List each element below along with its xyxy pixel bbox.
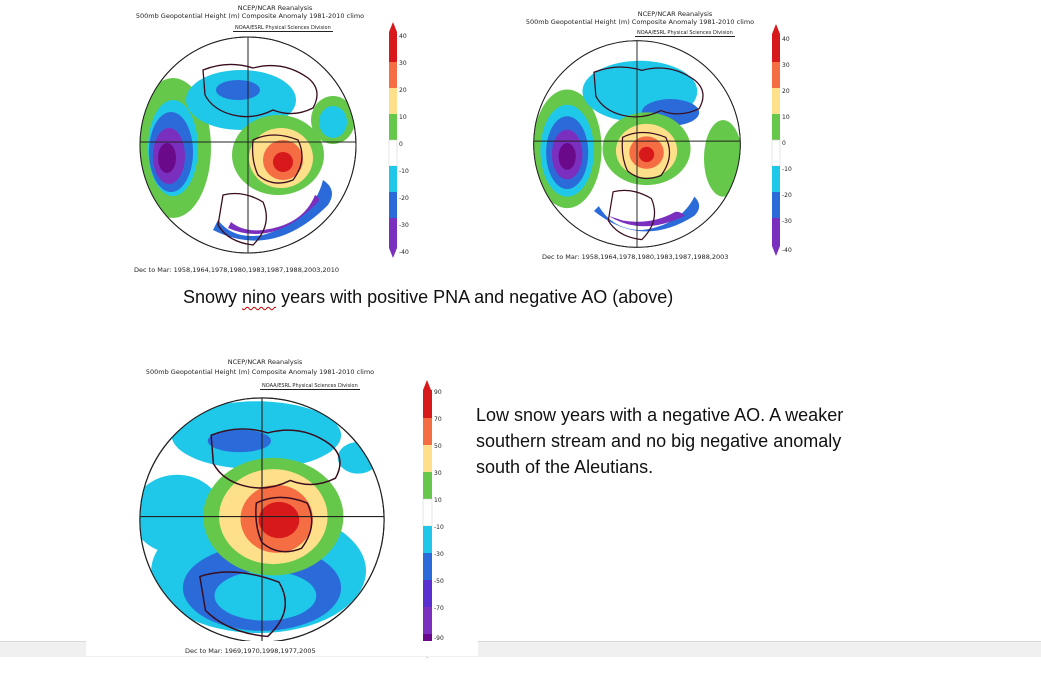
map-title-line1: NCEP/NCAR Reanalysis [227, 358, 303, 366]
map-credit: NOAA/ESRL Physical Sciences Division [635, 30, 735, 37]
map-panel-2: NCEP/NCAR Reanalysis 500mb Geopotential … [515, 8, 815, 273]
colorbar-1: 40 30 20 10 0 -10 -20 -30 -40 [388, 22, 409, 258]
colorbar-2: 40 30 20 10 0 -10 -20 -30 -40 [771, 24, 792, 256]
colorbar-1-label: 0 [399, 141, 403, 148]
colorbar-1-label: 10 [399, 114, 407, 121]
colorbar-1-label: 20 [399, 87, 407, 94]
colorbar-3-label: 50 [434, 443, 442, 450]
colorbar-2-label: 20 [782, 88, 790, 95]
colorbar-2-label: -10 [782, 166, 792, 173]
colorbar-3-label: 30 [434, 470, 442, 477]
colorbar-2-label: 30 [782, 62, 790, 69]
caption-above-text: Snowy [183, 287, 243, 307]
colorbar-3-label: 10 [434, 497, 442, 504]
colorbar-3: 90 70 50 30 10 -10 -30 -50 -70 -90 [422, 380, 444, 658]
map-panel-3: NCEP/NCAR Reanalysis 500mb Geopotential … [110, 355, 470, 658]
colorbar-3-label: 70 [434, 416, 442, 423]
colorbar-1-label: -40 [399, 249, 409, 256]
map-title-line1: NCEP/NCAR Reanalysis [637, 10, 713, 18]
colorbar-2-label: 10 [782, 114, 790, 121]
map-title-line2: 500mb Geopotential Height (m) Composite … [525, 18, 755, 26]
colorbar-2-label: 0 [782, 140, 786, 147]
map-title-line1: NCEP/NCAR Reanalysis [237, 4, 313, 12]
spellcheck-flagged-word: nino [242, 287, 277, 307]
colorbar-1-label: -10 [399, 168, 409, 175]
anomaly-map-2 [533, 40, 741, 248]
colorbar-3-label: 90 [434, 389, 442, 396]
colorbar-3-label: -70 [434, 605, 444, 612]
caption-low-snow: Low snow years with a negative AO. A wea… [476, 405, 844, 477]
colorbar-3-label: -30 [434, 551, 444, 558]
colorbar-1-label: -30 [399, 222, 409, 229]
image-bottom-edge [86, 641, 478, 656]
map-years: Dec to Mar: 1958,1964,1978,1980,1983,198… [134, 266, 340, 274]
map-panel-1: NCEP/NCAR Reanalysis 500mb Geopotential … [110, 0, 410, 285]
caption-above-text: years with positive PNA and negative AO … [276, 287, 674, 307]
colorbar-1-label: 40 [399, 33, 407, 40]
colorbar-3-label: -50 [434, 578, 444, 585]
colorbar-2-label: -40 [782, 247, 792, 254]
map-years: Dec to Mar: 1958,1964,1978,1980,1983,198… [542, 253, 729, 261]
map-title-line2: 500mb Geopotential Height (m) Composite … [145, 368, 375, 376]
colorbar-3-label: -90 [434, 635, 444, 642]
colorbar-3-label: -10 [434, 524, 444, 531]
caption-above: Snowy nino years with positive PNA and n… [183, 287, 673, 308]
map-title-line2: 500mb Geopotential Height (m) Composite … [135, 12, 365, 20]
colorbar-2-label: -20 [782, 192, 792, 199]
map-credit: NOAA/ESRL Physical Sciences Division [233, 25, 333, 32]
colorbar-2-label: -30 [782, 218, 792, 225]
colorbar-2-label: 40 [782, 36, 790, 43]
anomaly-map-3 [139, 397, 385, 643]
colorbar-1-label: 30 [399, 60, 407, 67]
map-credit: NOAA/ESRL Physical Sciences Division [260, 383, 360, 390]
colorbar-1-label: -20 [399, 195, 409, 202]
map-years: Dec to Mar: 1969,1970,1998,1977,2005 [185, 647, 316, 655]
anomaly-map-1 [139, 36, 357, 254]
